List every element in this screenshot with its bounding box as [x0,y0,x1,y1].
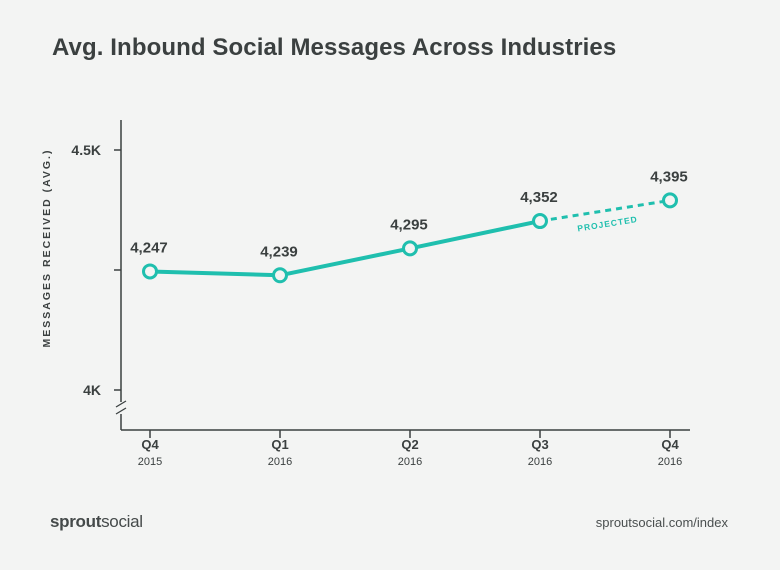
brand-sprout: sprout [50,512,102,531]
data-label: 4,352 [520,189,558,206]
x-tick-year: 2016 [658,456,682,468]
data-label: 4,247 [130,239,168,256]
y-axis-title: MESSAGES RECEIVED (AVG.) [41,149,53,348]
source-url: sproutsocial.com/index [595,515,728,530]
axis-break-mark [115,407,127,415]
x-tick-label: Q3 [531,437,548,452]
x-tick-year: 2016 [398,456,422,468]
y-tick-label: 4K [83,382,101,398]
data-point [272,267,288,284]
x-tick-year: 2016 [268,456,292,468]
x-tick-label: Q4 [141,437,159,452]
chart-title: Avg. Inbound Social Messages Across Indu… [52,34,617,61]
brand-social: social [101,512,143,531]
x-tick-year: 2016 [528,456,552,468]
x-tick-label: Q1 [271,437,288,452]
x-tick-label: Q2 [401,437,418,452]
axis-break-mark [115,400,127,408]
series-line [149,219,541,278]
data-point [142,263,158,280]
data-label: 4,295 [390,216,428,233]
data-point [662,192,678,209]
projected-annotation: PROJECTED [577,214,639,233]
data-label: 4,395 [650,168,688,185]
x-tick-label: Q4 [661,437,679,452]
x-tick-year: 2015 [138,456,162,468]
series-line-projected [539,198,671,223]
y-tick-label: 4.5K [71,142,101,158]
sproutsocial-logo: sproutsocial [50,512,143,532]
data-point [532,213,548,230]
data-label: 4,239 [260,243,298,260]
data-point [402,240,418,257]
